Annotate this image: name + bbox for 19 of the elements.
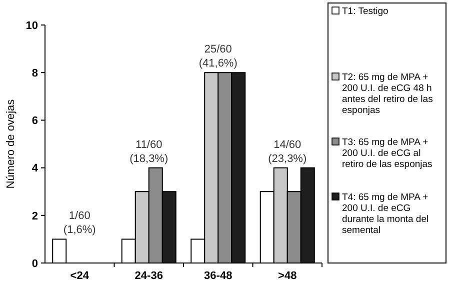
legend-label: T2: 65 mg de MPA + 200 U.I. de eCG 48 h antes del retiro de las esponjas bbox=[342, 72, 434, 116]
legend-label: T3: 65 mg de MPA + 200 U.I. de eCG al retiro de las esponjas bbox=[342, 137, 433, 170]
y-tick-label: 6 bbox=[32, 115, 38, 128]
x-tick-label: 24-36 bbox=[134, 270, 163, 282]
y-axis-title: Número de ovejas bbox=[5, 98, 17, 189]
y-tick-label: 4 bbox=[32, 162, 39, 175]
annotation: 1/60 (1,6%) bbox=[63, 210, 96, 236]
y-tick-label: 0 bbox=[32, 258, 38, 270]
annotation: 25/60 (41,6%) bbox=[198, 44, 238, 70]
x-tick-label: >48 bbox=[278, 270, 297, 282]
legend-label: T4: 65 mg de MPA + 200 U.I. de eCG durante la monta del semental bbox=[342, 192, 429, 236]
x-tick-label: 36-48 bbox=[204, 270, 232, 282]
x-tick-label: <24 bbox=[70, 270, 90, 282]
annotation: 14/60 (23,3%) bbox=[268, 138, 307, 165]
y-tick-label: 8 bbox=[32, 67, 38, 80]
annotation: 11/60 (18,3%) bbox=[130, 138, 168, 165]
y-tick-label: 10 bbox=[26, 20, 38, 32]
legend-label: T1: Testigo bbox=[342, 6, 388, 17]
y-tick-label: 2 bbox=[32, 210, 38, 222]
